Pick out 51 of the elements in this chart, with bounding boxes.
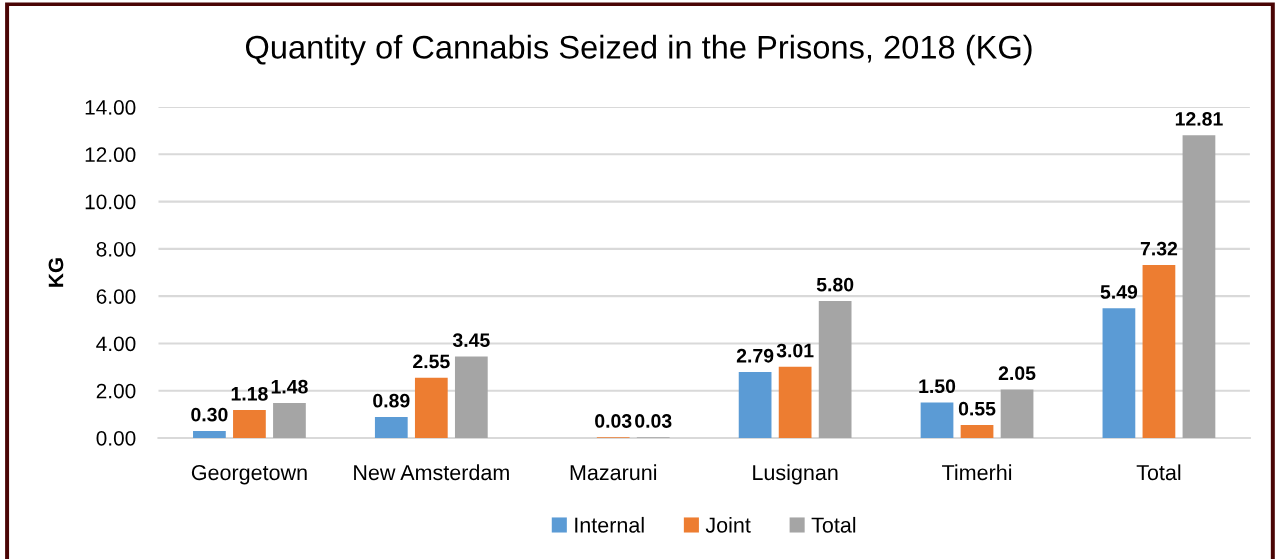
bar [1102,308,1136,438]
bar [1142,264,1176,438]
data-label: 3.45 [452,333,490,348]
y-tick-label: 8.00 [96,241,136,257]
chart-title: Quantity of Cannabis Seized in the Prisons, 2018 (KG) [245,34,1032,66]
y-axis-title: KG [48,258,64,287]
data-label: 1.50 [919,379,956,394]
y-tick-label: 2.00 [96,383,136,399]
y-tick-label: 12.00 [85,147,136,163]
bar [1000,389,1034,438]
x-tick-label: Timerhi [942,464,1012,481]
bar [960,424,994,438]
y-tick-label: 0.00 [96,430,136,446]
x-tick-label: Total [1136,464,1181,481]
x-tick-label: Lusignan [753,464,838,485]
data-label: 3.01 [776,343,814,358]
legend-label: Internal [575,516,644,533]
x-tick-label: Mazaruni [570,464,657,481]
bar [233,410,266,438]
data-label: 0.89 [373,393,410,408]
data-label: 1.48 [271,379,308,394]
legend-label: Total [811,516,856,533]
data-label: 2.79 [736,348,774,363]
data-label: 7.32 [1140,241,1178,256]
bar [414,377,448,438]
bar [193,430,226,438]
x-tick-label: New Amsterdam [354,464,509,481]
legend-label: Joint [705,516,751,533]
bar [1182,135,1216,438]
bar [920,402,954,438]
bar [374,416,408,438]
data-label: 1.18 [231,386,268,401]
data-label: 0.03 [595,414,632,428]
data-label: 5.49 [1100,285,1138,299]
data-label: 2.05 [998,366,1036,381]
data-label: 0.03 [635,414,672,428]
bar [454,356,488,438]
bar [818,300,852,438]
data-label: 12.81 [1175,112,1223,126]
bar [778,366,812,438]
data-label: 0.30 [191,407,228,422]
x-tick-label: Georgetown [191,464,307,485]
data-label: 5.80 [816,277,854,292]
bar [273,402,306,438]
data-label: 2.55 [413,354,450,369]
bar [738,372,772,438]
y-tick-label: 10.00 [85,194,136,210]
data-label: 0.55 [958,401,996,416]
y-tick-label: 6.00 [96,289,136,304]
y-tick-label: 14.00 [85,100,136,115]
y-tick-label: 4.00 [96,336,136,352]
